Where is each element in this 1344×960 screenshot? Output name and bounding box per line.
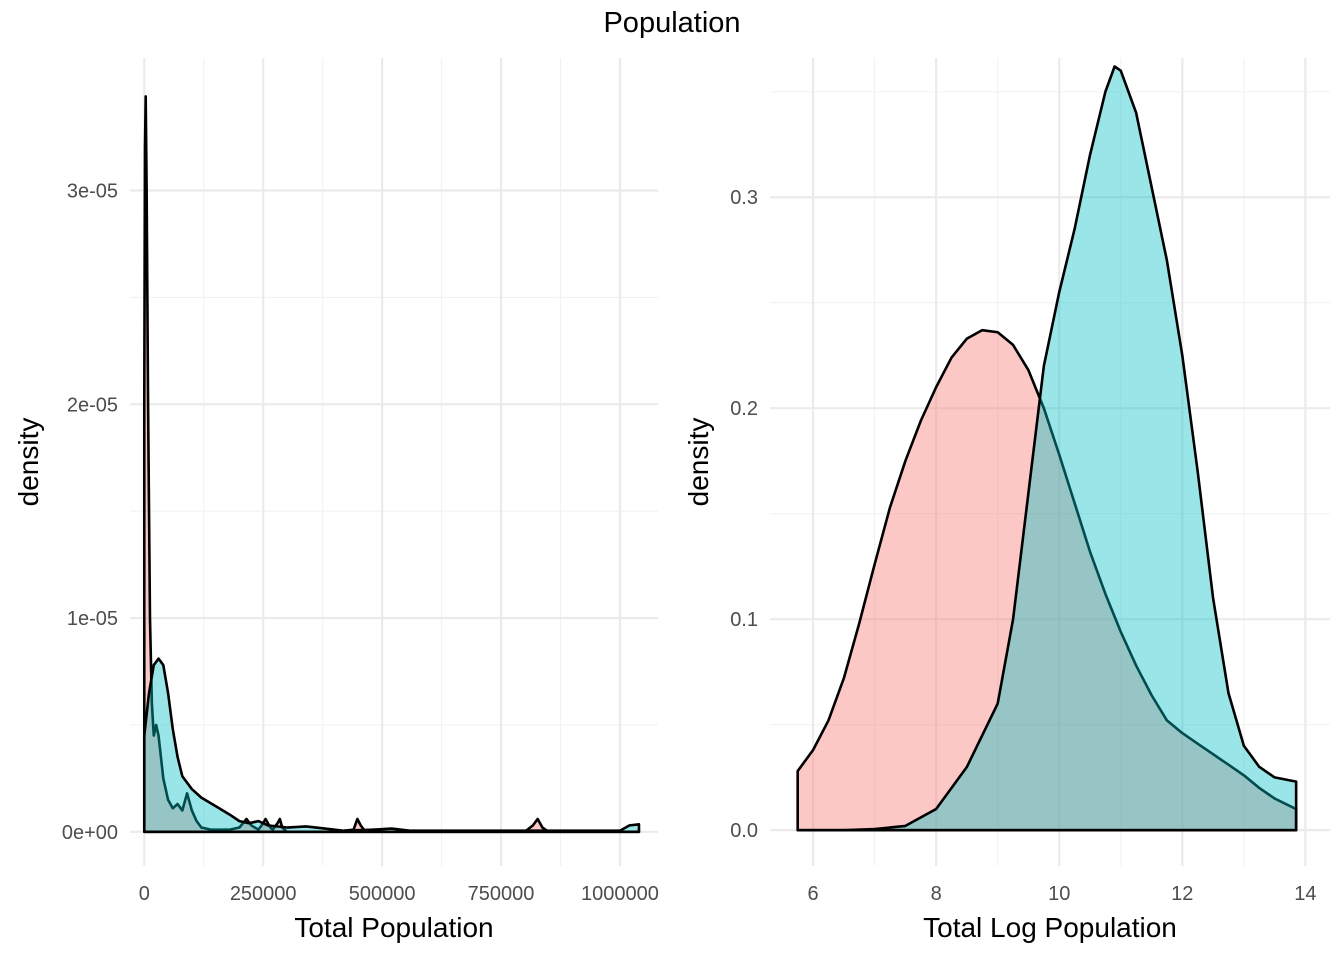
y-tick-label: 0e+00 <box>62 822 118 844</box>
density-area-series-2 <box>796 65 1298 832</box>
x-tick-label: 10 <box>1048 883 1070 905</box>
chart-title: Population <box>603 7 740 39</box>
y-tick-label: 3e-05 <box>67 181 118 203</box>
density-areas <box>796 65 1298 832</box>
x-tick-labels: 0 250000 500000 750000 1000000 <box>139 883 659 905</box>
grid <box>770 58 1330 866</box>
y-tick-labels: 0e+00 1e-05 2e-05 3e-05 <box>62 181 118 844</box>
x-axis-title: Total Population <box>294 912 493 943</box>
x-tick-label: 250000 <box>230 883 297 905</box>
density-area-series-1 <box>142 95 641 834</box>
x-tick-label: 500000 <box>349 883 416 905</box>
y-tick-label: 0.0 <box>730 820 758 842</box>
density-area-series-2 <box>142 657 641 834</box>
x-axis-title: Total Log Population <box>923 912 1177 943</box>
x-tick-label: 12 <box>1171 883 1193 905</box>
y-tick-label: 0.2 <box>730 398 758 420</box>
panel-total-population: 0e+00 1e-05 2e-05 3e-05 0 250000 500000 750000… <box>13 58 659 943</box>
y-tick-label: 0.3 <box>730 187 758 209</box>
x-tick-label: 14 <box>1294 883 1316 905</box>
x-tick-label: 750000 <box>468 883 535 905</box>
density-area-series-1 <box>796 328 1298 832</box>
x-tick-label: 0 <box>139 883 150 905</box>
x-tick-labels: 6 8 10 12 14 <box>808 883 1317 905</box>
y-tick-label: 1e-05 <box>67 608 118 630</box>
x-tick-label: 6 <box>808 883 819 905</box>
grid <box>130 58 658 866</box>
density-areas <box>142 95 641 834</box>
y-tick-label: 0.1 <box>730 609 758 631</box>
y-tick-labels: 0.0 0.1 0.2 0.3 <box>730 187 758 842</box>
y-axis-title: density <box>13 418 44 507</box>
panel-total-log-population: 0.0 0.1 0.2 0.3 6 8 10 12 14 Total Log Populati… <box>683 58 1330 943</box>
y-tick-label: 2e-05 <box>67 394 118 416</box>
x-tick-label: 8 <box>931 883 942 905</box>
x-tick-label: 1000000 <box>581 883 659 905</box>
y-axis-title: density <box>683 418 714 507</box>
